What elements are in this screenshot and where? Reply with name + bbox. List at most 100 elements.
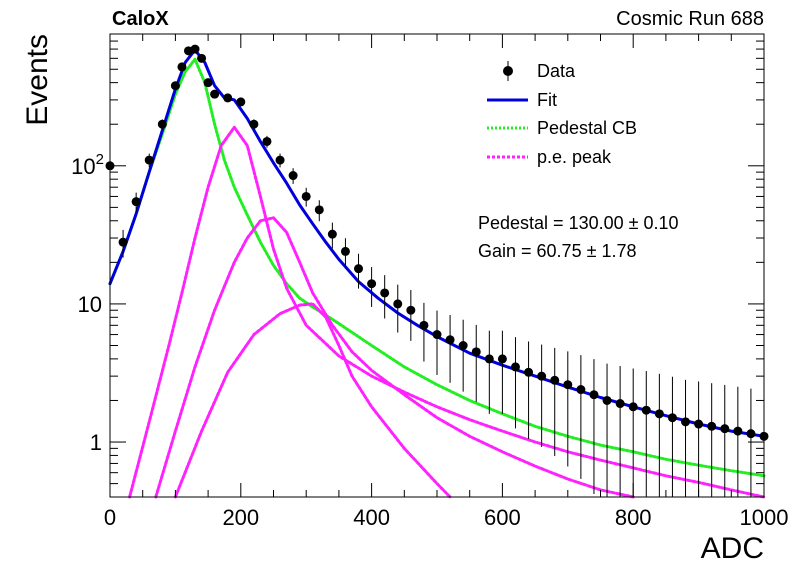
data-point	[354, 253, 364, 289]
legend: Data Fit Pedestal CB p.e. peak	[487, 61, 637, 167]
curves-layer	[108, 48, 766, 499]
data-point-marker	[445, 335, 455, 345]
data-point	[314, 200, 324, 222]
corner-label-right: Cosmic Run 688	[616, 8, 764, 30]
data-point-marker	[432, 330, 442, 340]
data-point-marker	[458, 340, 468, 350]
legend-entry-pedestal: Pedestal CB	[487, 118, 637, 138]
y-tick-label: 102	[71, 151, 104, 179]
data-point	[654, 373, 664, 497]
legend-entry-pe-peak: p.e. peak	[487, 147, 612, 167]
data-point-marker	[576, 385, 586, 395]
data-point-marker	[288, 171, 298, 181]
data-point	[602, 363, 612, 497]
data-point	[301, 187, 311, 207]
data-point-marker	[667, 413, 677, 423]
x-tick-label: 600	[484, 505, 521, 530]
data-point-marker	[131, 197, 141, 207]
data-point-marker	[484, 354, 494, 364]
data-point	[197, 53, 207, 63]
data-point-marker	[210, 89, 220, 99]
data-point	[707, 383, 717, 497]
y-tick-label: 1	[90, 430, 102, 455]
data-point-marker	[314, 205, 324, 215]
data-point	[367, 267, 377, 307]
data-point-marker	[720, 424, 730, 434]
data-point	[131, 192, 141, 213]
curve-p-e-peak-3	[154, 216, 635, 499]
data-point-marker	[393, 299, 403, 309]
data-point	[393, 284, 403, 333]
data-point-marker	[327, 229, 337, 239]
data-point-marker	[550, 375, 560, 385]
data-point	[177, 62, 187, 72]
data-point-marker	[419, 320, 429, 330]
x-tick-label: 400	[353, 505, 390, 530]
data-point-marker	[203, 78, 213, 88]
data-point-marker	[628, 402, 638, 412]
data-point	[445, 314, 455, 383]
data-point	[249, 119, 259, 130]
data-point	[720, 384, 730, 497]
data-point	[733, 386, 743, 497]
data-point	[419, 302, 429, 362]
data-point-marker	[197, 53, 207, 63]
data-point	[262, 135, 272, 148]
data-point	[641, 371, 651, 497]
curve-p-e-peak-2	[128, 125, 766, 499]
legend-data-marker	[503, 66, 513, 76]
data-point-marker	[733, 426, 743, 436]
data-point	[340, 238, 350, 269]
data-point	[576, 355, 586, 479]
data-point-marker	[190, 44, 200, 54]
x-tick-label: 0	[104, 505, 116, 530]
plot-frame	[109, 33, 765, 498]
data-point	[510, 337, 520, 429]
corner-label-left: CaloX	[112, 8, 169, 30]
fit-result-gain: Gain = 60.75 ± 1.78	[478, 241, 637, 261]
curve-p-e-peak-4	[173, 302, 452, 499]
data-point-marker	[118, 237, 128, 247]
data-point-marker	[681, 417, 691, 427]
x-tick-label: 1000	[740, 505, 789, 530]
data-point	[432, 310, 442, 375]
data-point-marker	[301, 191, 311, 201]
data-point	[550, 347, 560, 457]
data-point-marker	[275, 155, 285, 165]
x-tick-label: 200	[222, 505, 259, 530]
data-point-marker	[746, 429, 756, 439]
data-point-marker	[589, 390, 599, 400]
legend-label-pedestal: Pedestal CB	[537, 118, 637, 138]
data-point	[406, 290, 416, 341]
legend-entry-fit: Fit	[487, 90, 557, 110]
data-point-marker	[497, 354, 507, 364]
ticks-layer: 0 200 400 600 800 1000 1 10 102	[71, 33, 789, 530]
data-point-marker	[354, 264, 364, 274]
data-point	[203, 78, 213, 88]
legend-entry-data: Data	[503, 61, 576, 81]
data-point-marker	[615, 399, 625, 409]
data-point-marker	[406, 305, 416, 315]
data-point	[589, 359, 599, 495]
y-axis-title: Events	[21, 34, 54, 126]
data-point	[223, 93, 233, 103]
data-point-marker	[524, 367, 534, 377]
data-point	[118, 229, 128, 258]
legend-label-pe-peak: p.e. peak	[537, 147, 612, 167]
x-axis-title: ADC	[701, 532, 764, 565]
data-point-marker	[537, 371, 547, 381]
x-tick-label: 800	[615, 505, 652, 530]
data-point	[236, 97, 246, 107]
data-point	[615, 365, 625, 497]
data-point	[746, 388, 756, 497]
data-point	[458, 319, 468, 392]
data-point-marker	[177, 62, 187, 72]
data-point-marker	[170, 81, 180, 91]
data-point	[170, 81, 180, 91]
data-point	[327, 222, 337, 249]
points-layer	[105, 44, 769, 497]
data-point-marker	[340, 246, 350, 256]
legend-label-data: Data	[537, 61, 576, 81]
data-point-marker	[144, 155, 154, 165]
